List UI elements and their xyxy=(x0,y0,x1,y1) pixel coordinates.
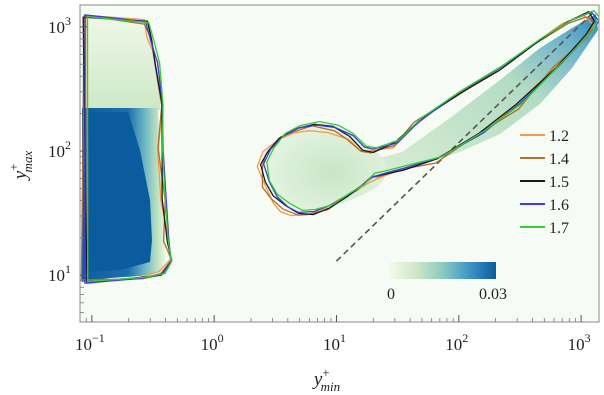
contour-series xyxy=(86,9,599,283)
legend-label: 1.7 xyxy=(549,220,569,237)
contour-loop xyxy=(266,9,599,212)
x-tick-label: 103 xyxy=(568,331,591,354)
x-tick-label: 100 xyxy=(201,331,224,354)
y-tick-label: 103 xyxy=(48,14,71,37)
plot-area xyxy=(80,5,599,322)
colorbar-bar xyxy=(389,262,496,279)
legend-label: 1.4 xyxy=(549,151,569,168)
y-axis-label: y+max xyxy=(6,151,35,182)
colorbar-max-label: 0.03 xyxy=(479,286,507,303)
x-tick-label: 10−1 xyxy=(75,331,105,354)
x-tick-label: 101 xyxy=(323,331,346,354)
x-axis-label: y+ min xyxy=(312,365,340,394)
x-tick-label: 102 xyxy=(445,331,468,354)
contour-loop xyxy=(259,10,596,216)
y-tick-label: 102 xyxy=(48,138,71,161)
plot-frame xyxy=(79,4,600,323)
colorbar-min-label: 0 xyxy=(387,286,395,303)
density-region-diagonal xyxy=(372,14,598,175)
colorbar: 0 0.03 xyxy=(387,262,507,303)
legend: 1.2 1.4 1.5 1.6 1.7 xyxy=(520,128,569,237)
contour-left xyxy=(86,15,173,283)
legend-label: 1.5 xyxy=(549,174,569,191)
density-region-left-top xyxy=(82,18,160,110)
legend-label: 1.2 xyxy=(549,128,569,145)
legend-label: 1.6 xyxy=(549,197,569,214)
x-axis: 10−1 100 101 102 103 xyxy=(75,315,591,354)
density-region-left-core xyxy=(82,112,152,272)
contour-left xyxy=(84,14,172,284)
y-axis: 101 102 103 xyxy=(48,14,87,313)
y-tick-label: 101 xyxy=(48,262,71,285)
